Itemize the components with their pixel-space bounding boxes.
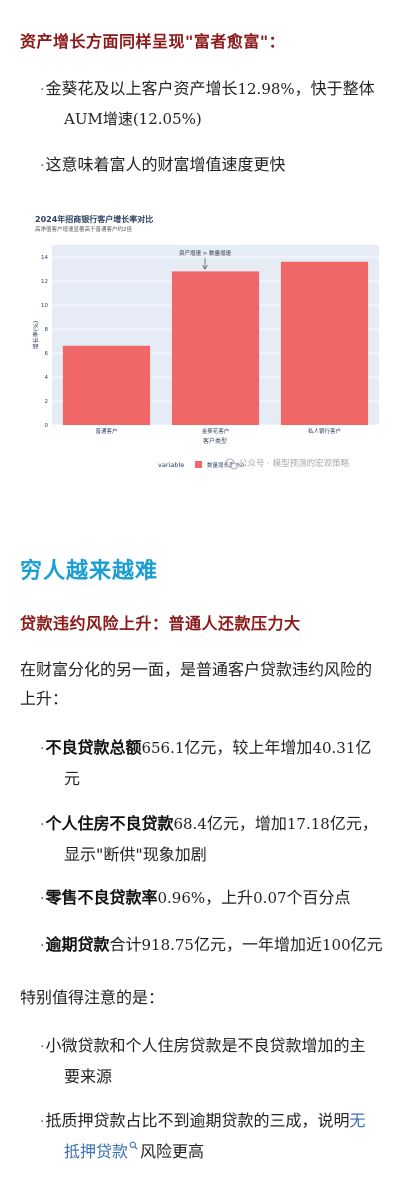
- intro-line: 在财富分化的另一面，是普通客户贷款违约风险的: [20, 660, 373, 679]
- bullet-mortgage-npl: ·个人住房不良贷款68.4亿元，增加17.18亿元， 显示"断供"现象加剧: [40, 809, 390, 869]
- bullet-npl-total: ·不良贷款总额656.1亿元，较上年增加40.31亿 元: [40, 733, 390, 793]
- value: 0.96%: [157, 889, 206, 907]
- bullet-text: 合计: [109, 935, 142, 954]
- section-heading-loan-risk: 贷款违约风险上升：普通人还款压力大: [20, 614, 301, 633]
- legend-swatch: [195, 461, 202, 468]
- x-tick-label: 金葵花客户: [202, 427, 230, 435]
- bullet-dot: ·: [40, 82, 45, 98]
- note-paragraph: 特别值得注意的是：: [20, 988, 165, 1007]
- value: 100: [322, 936, 351, 954]
- value: 40.31: [312, 739, 356, 757]
- bullet-dot: ·: [40, 817, 45, 833]
- bullet-dot: ·: [40, 938, 45, 954]
- bullet-text: 亿元，较上年增加: [184, 738, 313, 757]
- bar: [171, 271, 260, 425]
- bullet-dot: ·: [40, 158, 45, 174]
- intro-paragraph: 在财富分化的另一面，是普通客户贷款违约风险的 上升：: [20, 655, 390, 713]
- section-title-poor: 穷人越来越难: [20, 559, 159, 584]
- value: 68.4: [173, 815, 207, 833]
- bullet-text: 抵质押贷款占比不到逾期贷款的三成，说明: [45, 1111, 350, 1130]
- bullet-dot: ·: [40, 1039, 45, 1055]
- bullet-continuation: AUM增速(12.05%): [64, 110, 202, 128]
- value: 918.75: [141, 936, 194, 954]
- bullet-text: 亿元，一年增加近: [193, 935, 322, 954]
- annotation-arrow-head: [202, 264, 208, 270]
- bar: [62, 345, 151, 425]
- chart-subtitle: 高净值客户增速显著高于普通客户约2倍: [35, 225, 133, 233]
- bullet-text-tail: 亿元: [350, 935, 383, 954]
- bullet-continuation: 显示"断供"现象加剧: [64, 845, 207, 864]
- bullet-dot: ·: [40, 891, 45, 907]
- bullet-continuation: 元: [64, 769, 81, 788]
- x-tick-label: 私人银行客户: [308, 427, 341, 435]
- bullet-text: ，上升: [205, 888, 254, 907]
- y-tick-label: 2: [45, 399, 49, 405]
- bullet-text: 金葵花及以上客户资产增长: [45, 79, 238, 98]
- bullet-overdue-loans: ·逾期贷款合计918.75亿元，一年增加近100亿元: [40, 930, 390, 961]
- bullet-text: 小微贷款和个人住房贷款是不良贷款增加的主: [45, 1036, 366, 1055]
- bar: [280, 261, 369, 425]
- growth-value: 12.98%: [237, 80, 295, 98]
- bullet-text: 这意味着富人的财富增值速度更快: [45, 155, 286, 174]
- value: 656.1: [141, 739, 185, 757]
- chart-annotation: 资产增速 > 数量增速: [179, 249, 232, 257]
- bullet-bold: 逾期贷款: [45, 935, 110, 954]
- y-axis-title: 增长率(%): [32, 321, 40, 349]
- bullet-continuation: 抵押贷款 风险更高: [40, 1137, 390, 1166]
- bullet-text-tail: 风险更高: [140, 1142, 205, 1161]
- bullet-jinkuihua-growth: ·金葵花及以上客户资产增长12.98%，快于整体 AUM增速(12.05%): [40, 74, 390, 134]
- x-axis-title: 客户类型: [203, 437, 227, 445]
- y-tick-label: 4: [45, 375, 49, 381]
- y-tick-label: 8: [45, 327, 49, 333]
- bullet-dot: ·: [40, 1114, 45, 1130]
- bullet-text-tail: ，快于整体: [294, 79, 375, 98]
- bullet-text-tail: 亿: [355, 738, 372, 757]
- bullet-continuation: 要来源: [64, 1067, 113, 1086]
- legend-label: 数量增长率(%): [207, 461, 244, 469]
- y-tick-label: 14: [41, 255, 48, 261]
- intro-line: 上升：: [20, 689, 69, 708]
- bullet-text-tail: 亿元，: [329, 814, 378, 833]
- bullet-text: 亿元，增加: [206, 814, 287, 833]
- y-tick-label: 0: [45, 423, 49, 429]
- y-tick-label: 6: [45, 351, 49, 357]
- bullet-collateral: ·抵质押贷款占比不到逾期贷款的三成，说明无 抵押贷款 风险更高: [40, 1106, 390, 1166]
- x-tick-label: 普通客户: [95, 427, 117, 435]
- watermark: 公众号 · 模型预测的宏观策略: [225, 458, 350, 470]
- bullet-bold: 个人住房不良贷款: [45, 814, 174, 833]
- bullet-bold: 不良贷款总额: [45, 738, 142, 757]
- chart-svg: 2024年招商银行客户增长率对比 高净值客户增速显著高于普通客户约2倍 普通客户…: [32, 214, 379, 470]
- legend-title: variable: [158, 461, 184, 469]
- bullet-retail-npl-rate: ·零售不良贷款率0.96%，上升0.07个百分点: [40, 883, 390, 914]
- keyword-link-part[interactable]: 无: [349, 1111, 366, 1130]
- section-heading-asset-growth: 资产增长方面同样呈现"富者愈富"：: [20, 32, 286, 51]
- bullet-text-tail: 个百分点: [286, 888, 351, 907]
- bullet-npl-sources: ·小微贷款和个人住房贷款是不良贷款增加的主 要来源: [40, 1031, 390, 1091]
- y-tick-label: 12: [41, 279, 48, 285]
- bullet-dot: ·: [40, 741, 45, 757]
- bullet-bold: 零售不良贷款率: [45, 888, 158, 907]
- keyword-link[interactable]: 抵押贷款: [64, 1142, 129, 1161]
- value: 0.07: [253, 889, 287, 907]
- value: 17.18: [286, 815, 330, 833]
- search-icon[interactable]: [129, 1141, 138, 1151]
- customer-growth-chart: 2024年招商银行客户增长率对比 高净值客户增速显著高于普通客户约2倍 普通客户…: [30, 205, 385, 485]
- bullet-wealth-speed: ·这意味着富人的财富增值速度更快: [40, 150, 390, 181]
- wechat-icon-bubble: [230, 462, 238, 470]
- y-tick-label: 10: [41, 303, 48, 309]
- chart-title: 2024年招商银行客户增长率对比: [35, 214, 153, 224]
- watermark-text: 公众号 · 模型预测的宏观策略: [239, 458, 350, 469]
